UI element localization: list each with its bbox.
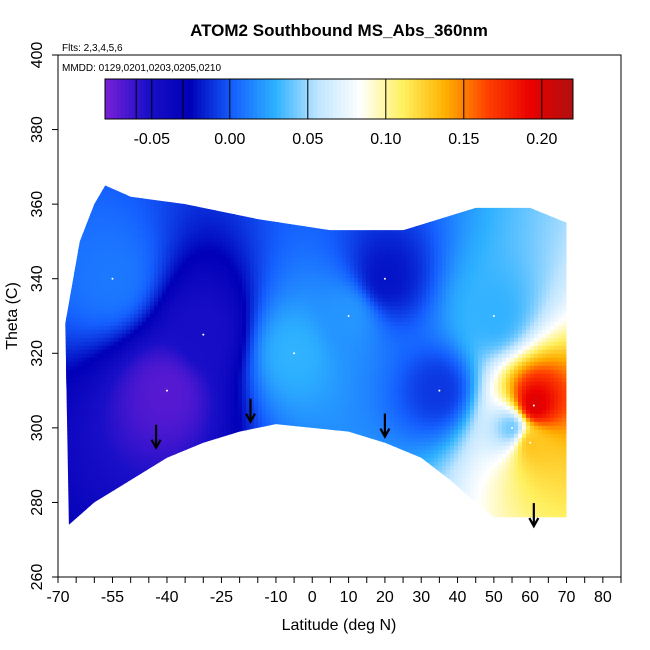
- x-tick-label: 70: [558, 589, 576, 606]
- sample-point: [347, 315, 350, 317]
- colorbar-tick-label: 0.00: [214, 131, 245, 148]
- x-tick-label: -10: [264, 589, 287, 606]
- y-tick-label: 300: [29, 414, 46, 441]
- sample-point: [293, 352, 296, 355]
- profile-arrows: [150, 398, 540, 529]
- x-tick-label: 50: [485, 589, 503, 606]
- sample-point: [383, 277, 386, 280]
- sample-point: [111, 277, 114, 280]
- y-tick-label: 380: [29, 116, 46, 143]
- colorbar-tick-label: 0.05: [292, 131, 323, 148]
- dates-annotation: MMDD: 0129,0201,0203,0205,0210: [62, 63, 221, 74]
- x-tick-label: -55: [101, 589, 124, 606]
- y-tick-label: 260: [29, 564, 46, 591]
- colorbar-tick-label: 0.20: [526, 131, 557, 148]
- colorbar-tick-label: 0.15: [448, 131, 479, 148]
- x-tick-label: 60: [521, 589, 539, 606]
- flights-annotation: Flts: 2,3,4,5,6: [62, 43, 123, 54]
- y-tick-label: 360: [29, 191, 46, 218]
- colorbar-tick-labels: -0.05 0.00 0.05 0.10 0.15 0.20: [134, 131, 558, 148]
- x-axis: -70 -55 -40 -25 -10 0 10 20 30 40 50 60 70 80: [46, 577, 622, 606]
- data-field: [65, 185, 567, 525]
- x-tick-label: 80: [594, 589, 612, 606]
- y-axis-label: Theta (C): [4, 282, 21, 350]
- profile-arrow: [379, 413, 391, 439]
- x-tick-label: 30: [412, 589, 430, 606]
- x-tick-label: -40: [155, 589, 178, 606]
- colorbar-tick-label: 0.10: [370, 131, 401, 148]
- sample-point: [165, 389, 168, 392]
- sample-point: [529, 441, 532, 444]
- x-axis-label: Latitude (deg N): [282, 617, 397, 634]
- x-tick-label: 10: [340, 589, 358, 606]
- y-tick-label: 340: [29, 265, 46, 292]
- x-tick-label: -25: [210, 589, 233, 606]
- sample-point: [492, 315, 495, 317]
- x-tick-label: -70: [46, 589, 69, 606]
- x-tick-label: 40: [449, 589, 467, 606]
- y-tick-label: 400: [29, 42, 46, 69]
- x-tick-label: 0: [308, 589, 317, 606]
- profile-arrow: [528, 503, 540, 529]
- sample-point: [202, 333, 205, 336]
- plot-frame: [57, 54, 622, 578]
- profile-arrow: [150, 424, 162, 451]
- sample-point: [532, 404, 535, 407]
- sample-point: [511, 426, 514, 429]
- sample-point: [438, 389, 441, 392]
- colorbar-tick-label: -0.05: [134, 131, 171, 148]
- y-tick-label: 280: [29, 489, 46, 516]
- sample-points: [111, 277, 535, 444]
- x-tick-label: 20: [376, 589, 394, 606]
- colorbar: [104, 78, 574, 120]
- profile-arrow: [245, 398, 256, 424]
- chart-title: ATOM2 Southbound MS_Abs_360nm: [190, 21, 488, 40]
- y-axis: 260 280 300 320 340 360 380 400: [29, 42, 58, 591]
- y-tick-label: 320: [29, 340, 46, 367]
